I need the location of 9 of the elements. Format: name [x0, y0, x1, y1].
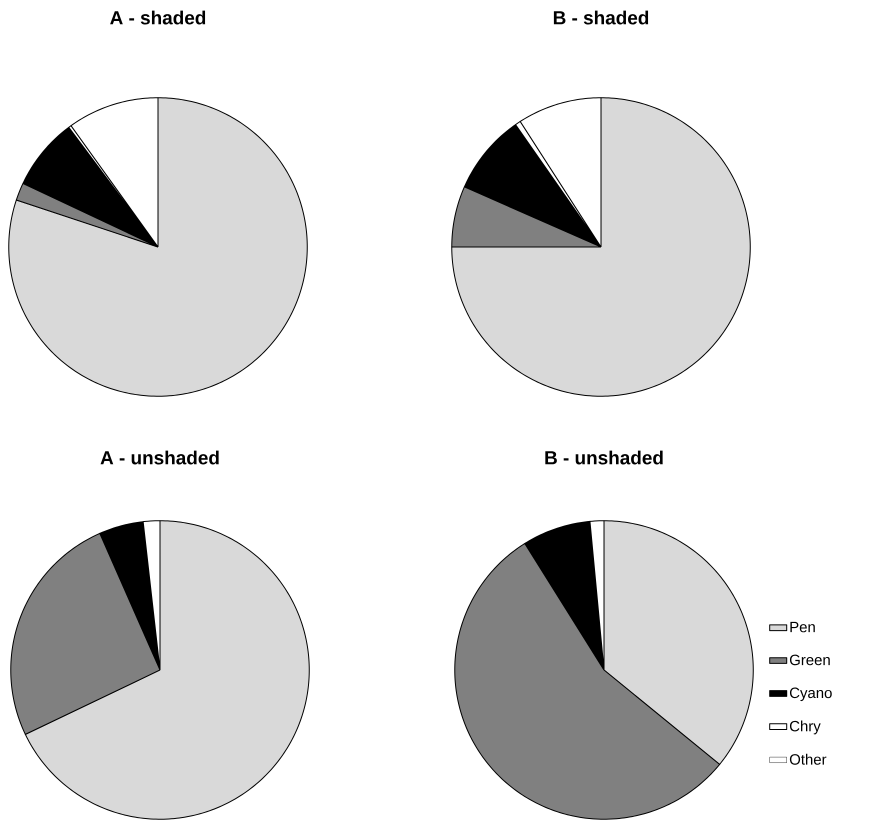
legend-label: Pen	[790, 622, 815, 632]
chart-title: B - shaded	[554, 10, 648, 24]
legend-label: Green	[790, 654, 830, 666]
legend-label: Other	[790, 754, 826, 765]
chart-title: A - unshaded	[100, 450, 219, 464]
chart-title: B - unshaded	[545, 450, 663, 464]
legend-label: Cyano	[790, 688, 832, 702]
chart-title: A - shaded	[110, 10, 206, 24]
legend-label: Chry	[790, 720, 821, 734]
